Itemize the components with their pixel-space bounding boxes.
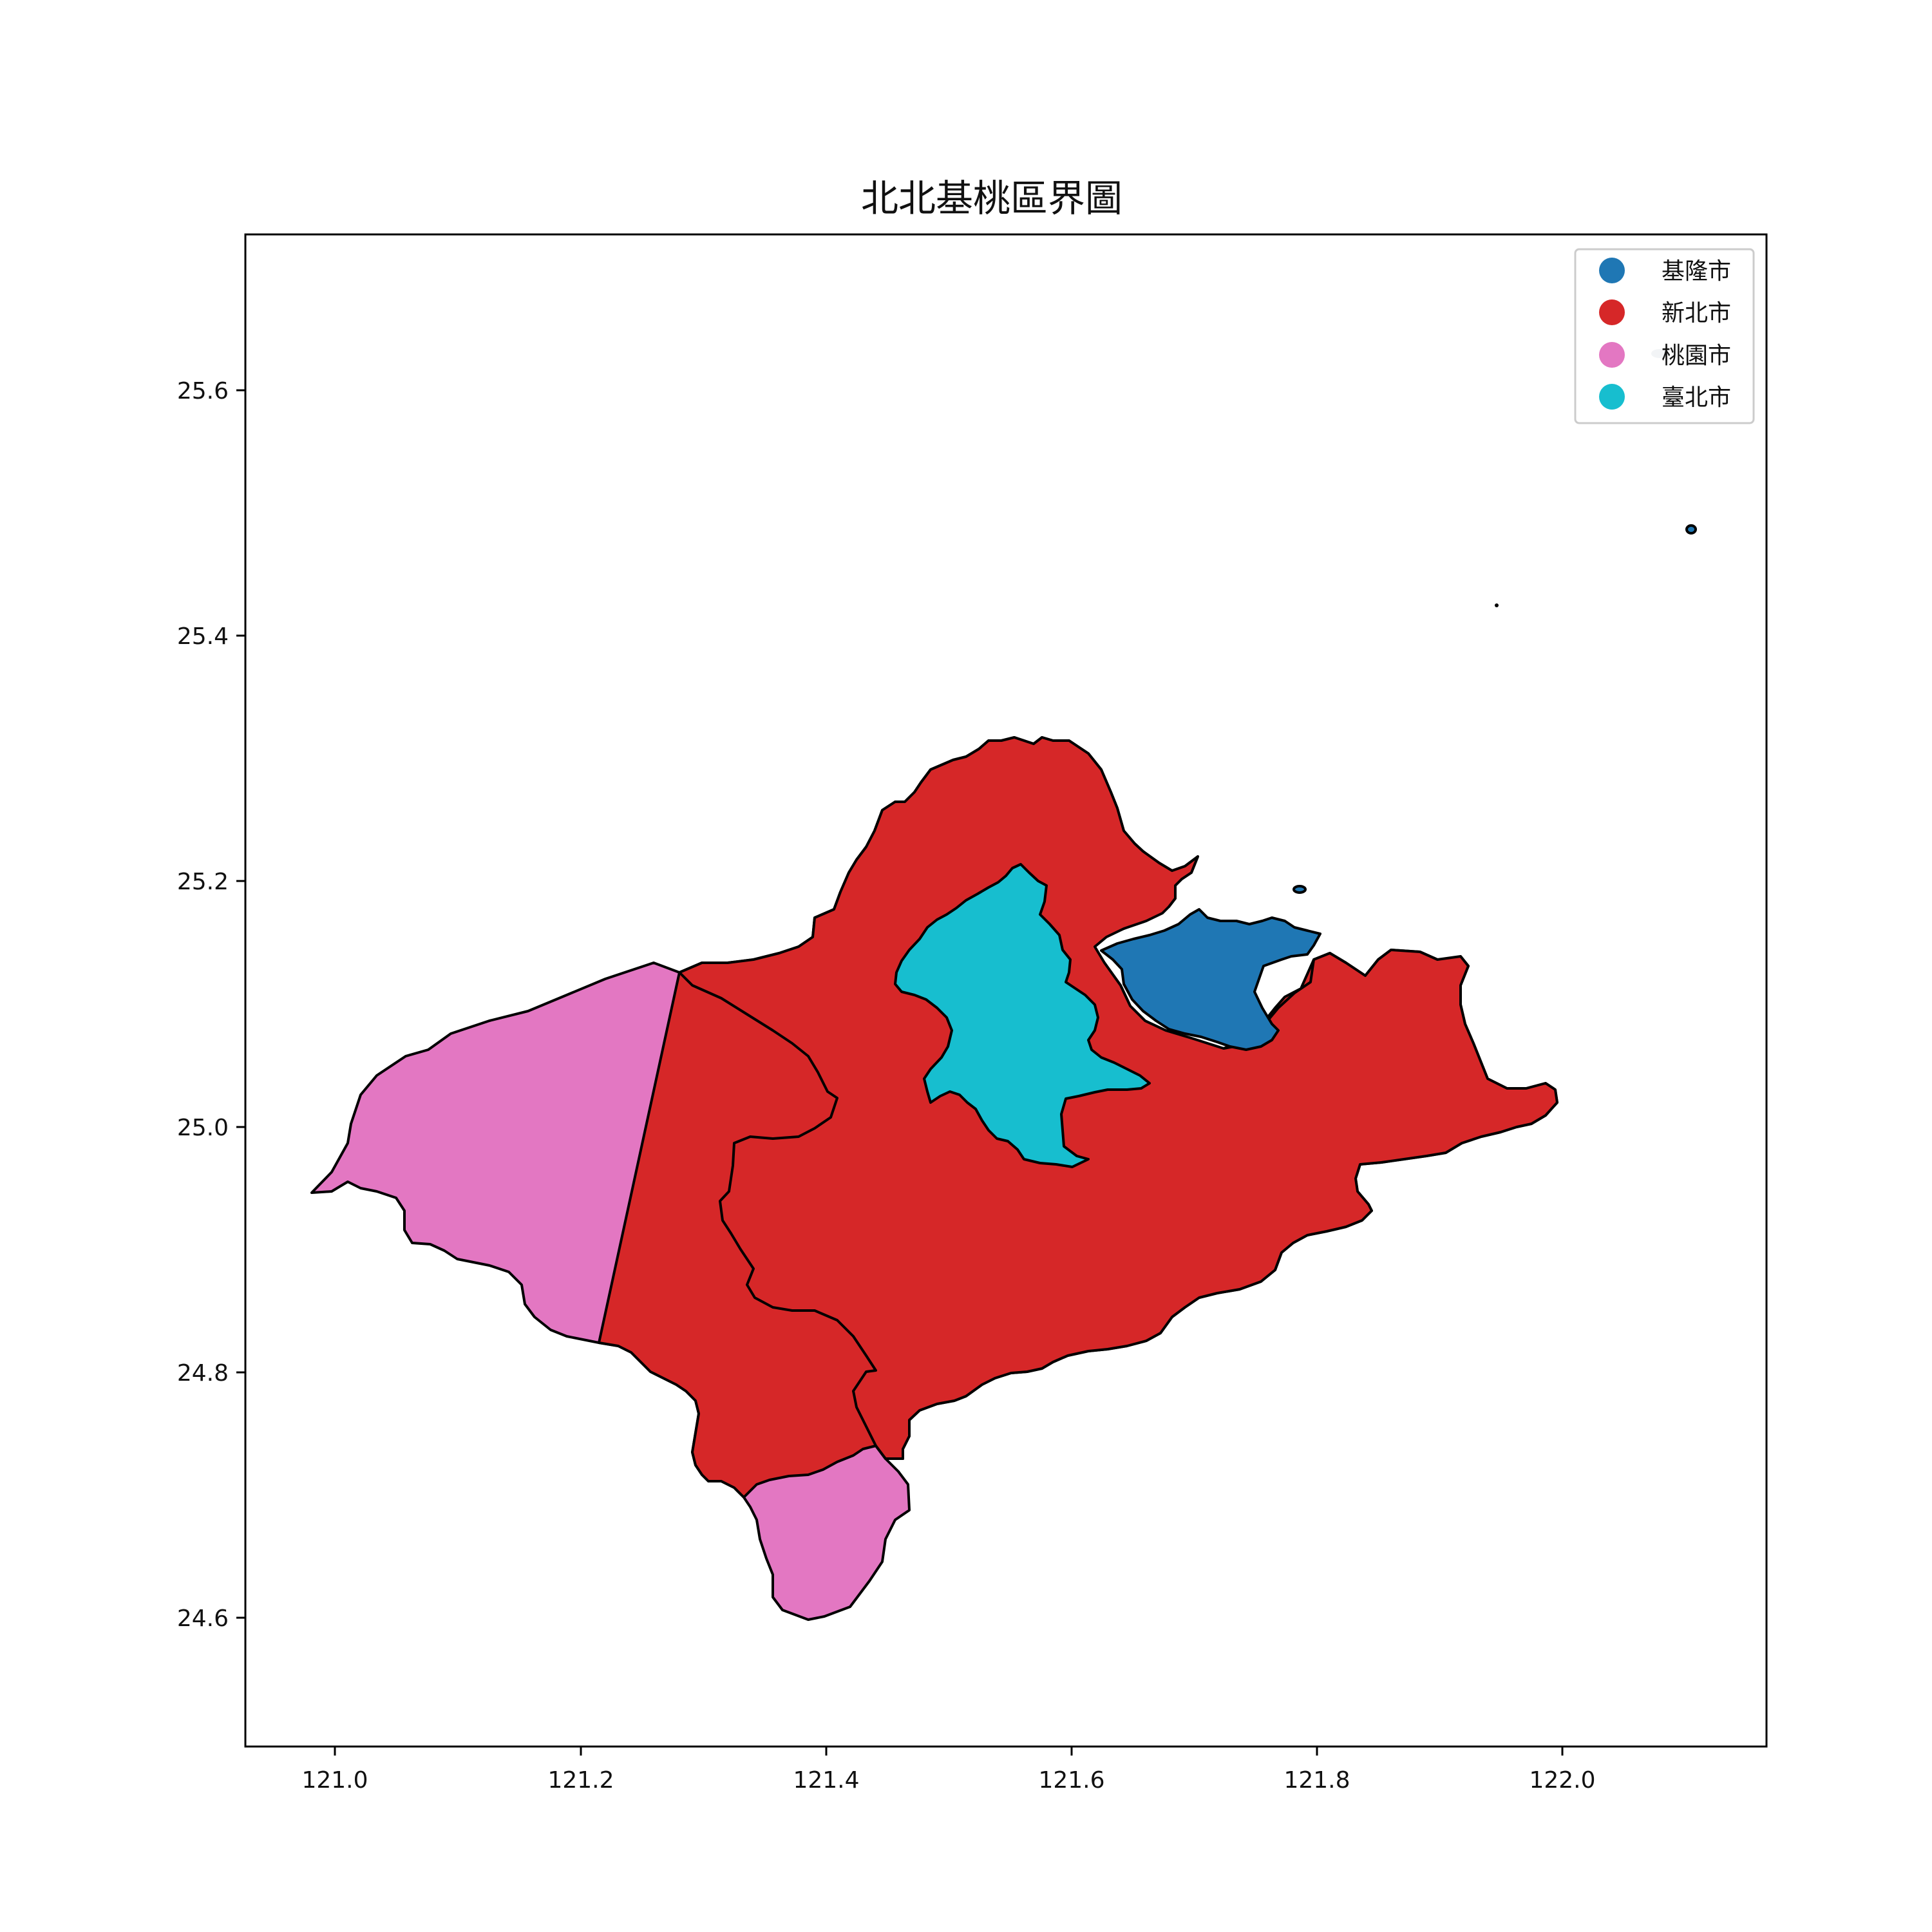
island-keelung-islet xyxy=(1293,885,1307,894)
y-tick-label: 24.6 xyxy=(177,1605,229,1632)
legend-label-taoyuan: 桃園市 xyxy=(1662,343,1731,369)
map-title: 北北基桃區界圖 xyxy=(861,176,1122,220)
legend-marker-keelung xyxy=(1599,258,1625,283)
legend: 基隆市 新北市 桃園市 臺北市 xyxy=(1574,248,1755,424)
island-mianhua xyxy=(1495,603,1499,607)
x-tick-label: 121.2 xyxy=(547,1767,614,1794)
y-tick-label: 25.4 xyxy=(177,623,229,650)
axes-frame xyxy=(244,233,1768,1748)
x-tick-label: 121.6 xyxy=(1038,1767,1104,1794)
y-tick-label: 24.8 xyxy=(177,1360,229,1387)
legend-box xyxy=(1574,248,1755,424)
y-axis: 25.6 25.4 25.2 25.0 24.8 24.6 xyxy=(177,378,245,1632)
x-tick-label: 121.4 xyxy=(793,1767,859,1794)
region-taipei xyxy=(894,863,1151,1168)
island-pengjia xyxy=(1685,524,1697,535)
x-tick-label: 121.0 xyxy=(301,1767,368,1794)
legend-marker-taipei xyxy=(1599,384,1625,410)
x-tick-label: 121.8 xyxy=(1283,1767,1350,1794)
y-tick-label: 25.6 xyxy=(177,378,229,404)
legend-label-keelung: 基隆市 xyxy=(1662,258,1731,285)
region-keelung xyxy=(1100,908,1321,1051)
legend-marker-new-taipei xyxy=(1599,299,1625,325)
legend-label-new-taipei: 新北市 xyxy=(1662,300,1731,327)
region-new-taipei-main xyxy=(678,736,1558,1460)
x-tick-label: 122.0 xyxy=(1529,1767,1595,1794)
x-axis: 121.0 121.2 121.4 121.6 121.8 122.0 xyxy=(301,1747,1596,1794)
legend-label-taipei: 臺北市 xyxy=(1662,384,1731,411)
legend-marker-taoyuan xyxy=(1599,342,1625,368)
y-tick-label: 25.0 xyxy=(177,1115,229,1141)
y-tick-label: 25.2 xyxy=(177,869,229,895)
map-regions xyxy=(310,349,1697,1621)
